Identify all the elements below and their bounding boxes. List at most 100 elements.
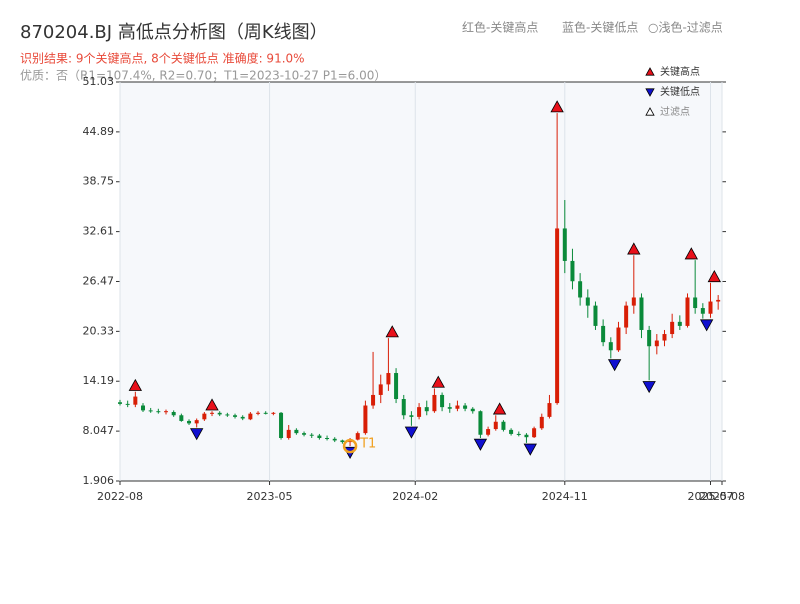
candle-body bbox=[233, 415, 238, 417]
x-tick-label: 2025-08 bbox=[699, 490, 745, 503]
x-tick-label: 2025-07 bbox=[688, 490, 734, 503]
subtitle: 识别结果: 9个关键高点, 8个关键低点 准确度: 91.0% bbox=[20, 51, 305, 66]
key-point bbox=[642, 381, 656, 394]
candle-body bbox=[164, 411, 169, 413]
candle-body bbox=[187, 420, 192, 424]
key-point bbox=[523, 443, 537, 456]
candle-body bbox=[125, 403, 130, 405]
candle-body bbox=[417, 407, 422, 417]
key-point bbox=[684, 247, 699, 260]
candle-body bbox=[325, 438, 330, 440]
candle-body bbox=[240, 416, 245, 419]
candle-body bbox=[608, 342, 613, 351]
key-point bbox=[492, 402, 507, 415]
y-tick-label: 14.19 bbox=[83, 374, 115, 387]
key-point bbox=[550, 100, 564, 113]
legend-marker bbox=[645, 67, 655, 76]
candle-body bbox=[401, 399, 406, 416]
y-tick-label: 32.61 bbox=[83, 225, 115, 238]
filtered-point bbox=[342, 438, 358, 454]
candle-body bbox=[118, 402, 122, 404]
candle-body bbox=[363, 405, 368, 434]
y-tick-label: 1.906 bbox=[83, 474, 115, 487]
candle-body bbox=[486, 429, 491, 435]
candle-body bbox=[685, 297, 690, 326]
note: 优质：否（R1=107.4%, R2=0.70；T1=2023-10-27 P1… bbox=[20, 69, 386, 83]
key-point bbox=[128, 378, 143, 391]
candle-body bbox=[631, 297, 636, 306]
candle-body bbox=[141, 405, 146, 411]
legend-label: 关键高点 bbox=[660, 65, 700, 78]
candle-body bbox=[624, 305, 629, 328]
candle-body bbox=[555, 228, 560, 404]
y-tick-label: 51.03 bbox=[83, 75, 115, 88]
candle-body bbox=[248, 413, 253, 420]
candle-body bbox=[578, 281, 583, 298]
key-point bbox=[431, 375, 445, 388]
candle-body bbox=[432, 394, 437, 412]
candle-body bbox=[700, 308, 705, 314]
candle-body bbox=[225, 414, 230, 416]
key-point bbox=[607, 359, 622, 372]
key-point bbox=[205, 398, 219, 411]
key-point bbox=[627, 242, 641, 255]
y-tick-label: 20.33 bbox=[83, 324, 115, 337]
y-tick-label: 8.047 bbox=[83, 424, 115, 437]
candle-body bbox=[279, 412, 284, 439]
plot-area bbox=[119, 81, 723, 482]
candle-body bbox=[317, 435, 322, 439]
candle-body bbox=[532, 428, 537, 438]
candle-body bbox=[394, 373, 399, 400]
candle-body bbox=[210, 412, 215, 414]
candle-body bbox=[133, 396, 138, 405]
candle-body bbox=[601, 325, 606, 343]
legend-marker bbox=[645, 107, 655, 116]
candle-body bbox=[440, 394, 445, 408]
candle-body bbox=[501, 421, 506, 430]
candle-body bbox=[424, 407, 429, 412]
x-tick-label: 2023-05 bbox=[247, 490, 293, 503]
key-point bbox=[473, 438, 488, 451]
candle-body bbox=[256, 412, 261, 414]
chart-title: 870204.BJ 高低点分析图（周K线图） bbox=[20, 22, 328, 43]
candle-body bbox=[447, 407, 452, 409]
legend-label: 关键低点 bbox=[660, 85, 700, 98]
candle-body bbox=[271, 412, 276, 414]
candle-body bbox=[294, 429, 299, 434]
candle-body bbox=[194, 420, 199, 424]
candle-body bbox=[340, 440, 345, 443]
candle-body bbox=[378, 384, 383, 395]
candle-body bbox=[409, 415, 414, 417]
candle-body bbox=[148, 410, 153, 412]
candle-body bbox=[716, 299, 721, 302]
candle-body bbox=[647, 329, 652, 347]
x-tick-label: 2022-08 bbox=[97, 490, 143, 503]
candle-body bbox=[309, 434, 314, 436]
key-point bbox=[699, 319, 714, 332]
x-tick-label: 2024-02 bbox=[392, 490, 438, 503]
candle-body bbox=[585, 297, 590, 306]
candle-body bbox=[539, 416, 544, 429]
header-legend: ○浅色-过滤点 bbox=[648, 21, 723, 35]
candle-body bbox=[547, 403, 552, 417]
candle-body bbox=[371, 394, 376, 406]
candle-body bbox=[470, 408, 475, 412]
candle-body bbox=[217, 412, 222, 415]
key-point bbox=[190, 428, 204, 441]
candle-body bbox=[509, 429, 514, 434]
candle-body bbox=[478, 411, 483, 435]
y-tick-label: 38.75 bbox=[83, 175, 115, 188]
candle-body bbox=[179, 415, 184, 421]
key-point bbox=[385, 325, 399, 338]
candle-body bbox=[286, 429, 291, 439]
legend-label: 过滤点 bbox=[660, 105, 690, 118]
candle-body bbox=[171, 412, 176, 416]
candle-body bbox=[493, 421, 498, 430]
candle-body bbox=[455, 405, 460, 409]
candle-body bbox=[332, 438, 337, 441]
candle-body bbox=[616, 327, 621, 351]
header-legend: 蓝色-关键低点 bbox=[562, 21, 638, 35]
candle-body bbox=[302, 433, 307, 435]
x-tick-label: 2024-11 bbox=[542, 490, 588, 503]
